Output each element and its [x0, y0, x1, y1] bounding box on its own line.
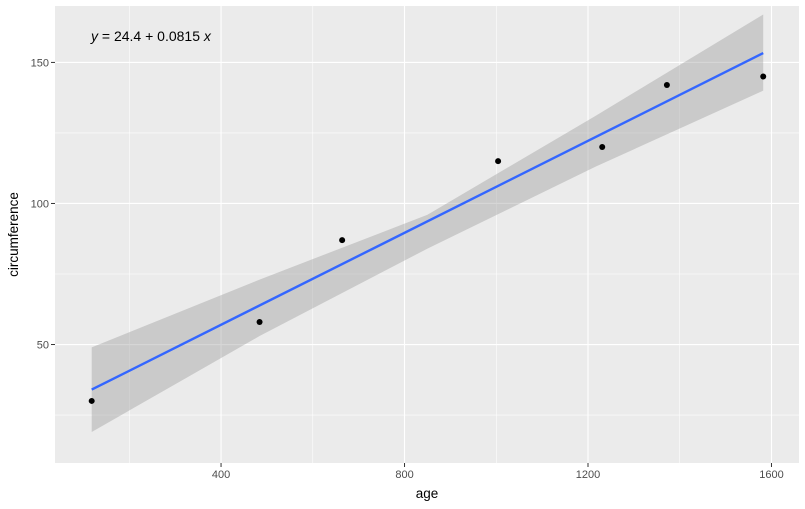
data-point [339, 237, 346, 244]
minor-grid [55, 6, 799, 463]
equation-body: = 24.4 + 0.0815 [98, 28, 204, 44]
x-tick-label: 1600 [759, 469, 783, 481]
plot-panel [55, 6, 799, 463]
x-tick-label: 1200 [576, 469, 600, 481]
x-tick-label: 400 [212, 469, 230, 481]
major-grid [55, 6, 799, 463]
data-point [88, 397, 95, 404]
regression-equation: y = 24.4 + 0.0815 x [90, 28, 212, 44]
data-point [495, 158, 502, 165]
y-tick-label: 100 [31, 198, 49, 210]
regression-line [91, 51, 764, 391]
y-axis-title: circumference [6, 192, 21, 277]
data-point [663, 81, 670, 88]
data-point [256, 318, 263, 325]
data-point [760, 73, 767, 80]
y-axis-ticks: 50 100 150 [31, 57, 55, 352]
confidence-band [91, 14, 764, 432]
x-axis-ticks: 400 800 1200 1600 [212, 463, 784, 481]
data-point [599, 144, 606, 151]
y-tick-label: 50 [37, 340, 49, 352]
x-axis-title: age [416, 486, 439, 501]
equation-y: y [90, 28, 99, 44]
y-tick-label: 150 [31, 57, 49, 69]
x-tick-label: 800 [395, 469, 413, 481]
data-points [88, 73, 767, 404]
equation-x: x [203, 28, 212, 44]
